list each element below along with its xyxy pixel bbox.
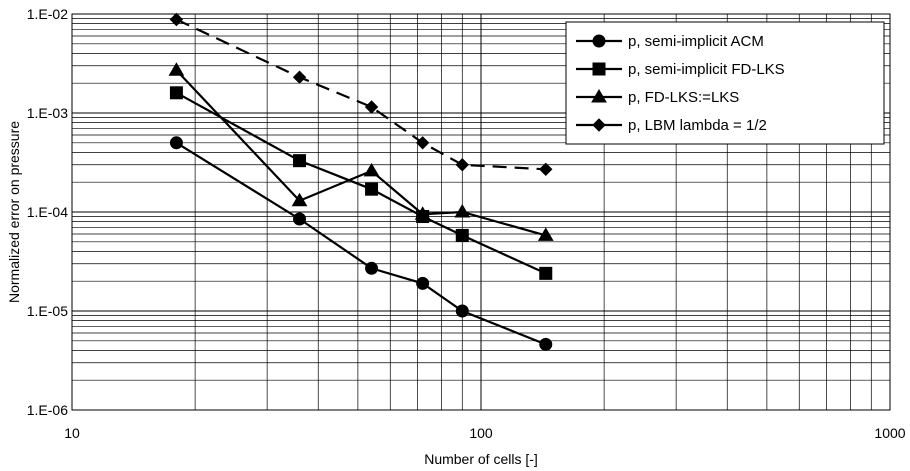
- series-line: [175, 91, 547, 275]
- x-tick-label: 1000: [874, 425, 905, 441]
- x-axis-title: Number of cells [-]: [424, 451, 538, 467]
- legend-box: [565, 21, 885, 145]
- legend-marker-square: [592, 62, 606, 76]
- data-point-triangle: [537, 227, 554, 241]
- series-circle: [169, 136, 553, 351]
- x-tick-labels: 10 100 1000: [64, 425, 906, 441]
- y-tick-label: 1.E-06: [27, 402, 68, 418]
- series-triangle: [168, 62, 554, 241]
- data-point-circle: [455, 304, 469, 318]
- data-point-circle: [293, 212, 307, 226]
- series-layer: [168, 12, 554, 351]
- series-diamond: [169, 12, 553, 177]
- legend-item: p, semi-implicit FD-LKS: [576, 61, 785, 78]
- legend-item: p, FD-LKS:=LKS: [576, 89, 739, 106]
- legend-item: p, LBM lambda = 1/2: [576, 117, 767, 134]
- data-point-square: [455, 228, 469, 242]
- legend-marker-circle: [592, 34, 606, 48]
- data-point-circle: [539, 337, 553, 351]
- data-point-circle: [169, 136, 183, 150]
- legend-label: p, semi-implicit ACM: [628, 33, 764, 50]
- legend-label: p, FD-LKS:=LKS: [628, 89, 739, 106]
- y-tick-labels: 1.E-06 1.E-05 1.E-04 1.E-03 1.E-02: [27, 6, 68, 418]
- data-point-square: [169, 86, 183, 100]
- data-point-circle: [365, 261, 379, 275]
- plot-frame: [71, 13, 891, 411]
- legend-marker-triangle: [591, 89, 607, 103]
- x-tick-label: 10: [64, 425, 80, 441]
- legend: p, semi-implicit ACM p, semi-implicit FD-…: [565, 21, 885, 145]
- y-axis-title: Normalized error on pressure: [6, 121, 22, 303]
- legend-label: p, semi-implicit FD-LKS: [628, 61, 785, 78]
- data-point-circle: [416, 276, 430, 290]
- data-point-triangle: [454, 204, 471, 218]
- series-line: [175, 69, 547, 237]
- x-tick-label: 100: [469, 425, 493, 441]
- series-line: [175, 141, 547, 346]
- data-point-diamond: [539, 162, 553, 177]
- legend-item: p, semi-implicit ACM: [576, 33, 764, 50]
- data-point-triangle: [168, 62, 185, 76]
- data-point-diamond: [292, 70, 307, 84]
- data-point-square: [293, 154, 307, 168]
- data-point-diamond: [415, 136, 430, 150]
- data-point-triangle: [291, 192, 308, 207]
- series-line: [175, 18, 546, 171]
- y-tick-label: 1.E-03: [27, 105, 68, 121]
- data-point-triangle: [414, 206, 431, 220]
- data-point-triangle: [363, 162, 380, 177]
- series-square: [169, 86, 553, 280]
- y-tick-label: 1.E-02: [27, 6, 68, 22]
- data-point-square: [539, 266, 553, 280]
- y-tick-label: 1.E-04: [27, 204, 68, 220]
- y-tick-label: 1.E-05: [27, 303, 68, 319]
- data-point-square: [365, 182, 379, 196]
- legend-marker-diamond: [592, 118, 606, 132]
- legend-label: p, LBM lambda = 1/2: [628, 117, 767, 134]
- data-point-diamond: [169, 12, 184, 27]
- data-point-diamond: [364, 100, 379, 114]
- data-point-diamond: [455, 158, 469, 172]
